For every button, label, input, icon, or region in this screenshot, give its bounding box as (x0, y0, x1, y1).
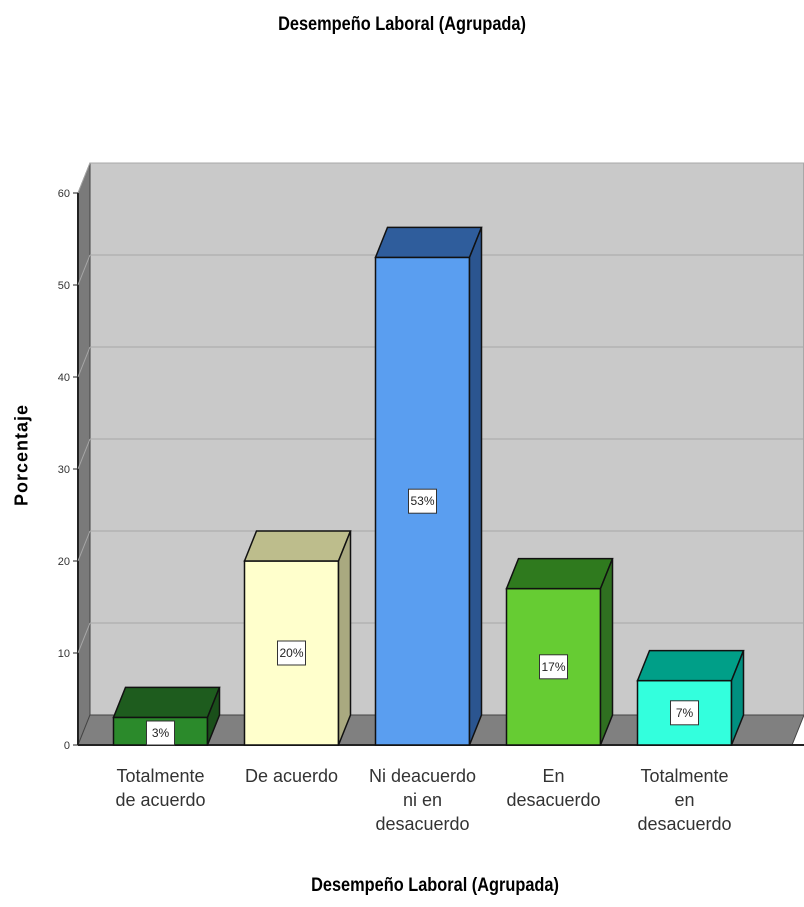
category-label: Totalmente en desacuerdo (637, 766, 731, 834)
data-label: 20% (279, 646, 303, 660)
bar: 17% (505, 557, 614, 746)
bars: 3% 20% 53% 17% 7% (112, 226, 745, 746)
gridline-side (77, 622, 91, 654)
bar-side (206, 687, 221, 746)
bar-side (730, 650, 745, 746)
x-axis-categories: Totalmente de acuerdo De acuerdo Ni deacuer… (115, 766, 731, 834)
bar: 3% (112, 686, 221, 746)
data-label: 7% (676, 706, 694, 720)
gridline-side (77, 162, 91, 194)
bar-side (468, 227, 483, 746)
bar-top (374, 226, 483, 259)
gridline-side (77, 530, 91, 562)
gridline-side (77, 438, 91, 470)
bar: 53% (374, 226, 483, 746)
y-tick-label: 60 (58, 188, 70, 200)
bar-top (636, 649, 745, 682)
bar-top (243, 530, 352, 562)
bar-side (599, 558, 614, 746)
y-tick-label: 0 (64, 740, 70, 752)
bar: 20% (243, 530, 352, 746)
data-label-box (670, 700, 699, 726)
gridline-side (77, 346, 91, 378)
y-tick-label: 30 (58, 464, 70, 476)
bar-top (112, 686, 221, 719)
data-label-box (408, 488, 437, 514)
data-label: 53% (410, 494, 434, 508)
y-tick-label: 10 (58, 648, 70, 660)
data-label-box (539, 654, 568, 680)
category-label: De acuerdo (245, 766, 338, 786)
y-axis-ticks: 0 10 20 30 40 50 60 (58, 188, 78, 752)
category-label: Totalmente de acuerdo (115, 766, 205, 810)
data-label: 17% (541, 660, 565, 674)
bar: 7% (636, 649, 745, 746)
category-label: En desacuerdo (506, 766, 600, 810)
bar-top (505, 557, 614, 590)
y-tick-label: 40 (58, 372, 70, 384)
y-tick-label: 50 (58, 280, 70, 292)
x-axis-title: Desempeño Laboral (Agrupada) (311, 875, 559, 896)
data-label: 3% (152, 726, 170, 740)
category-label: Ni deacuerdo ni en desacuerdo (369, 766, 476, 834)
bar-side (337, 530, 352, 746)
data-label-box (146, 720, 175, 746)
gridline-side (77, 254, 91, 286)
chart-title: Desempeño Laboral (Agrupada) (278, 14, 526, 35)
data-label-box (277, 640, 306, 666)
y-tick-label: 20 (58, 556, 70, 568)
